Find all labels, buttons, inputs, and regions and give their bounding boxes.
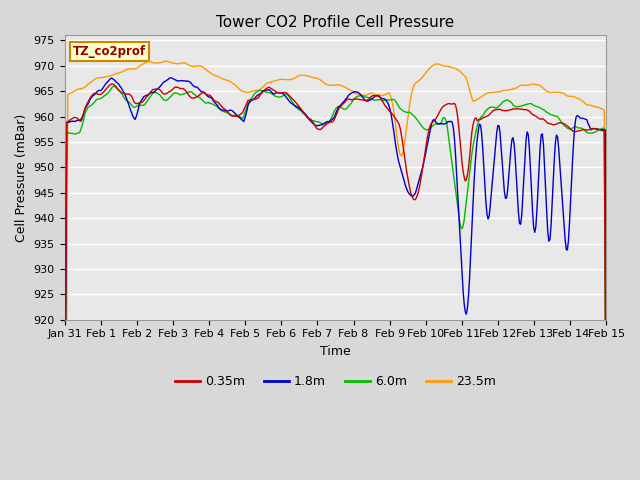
Title: Tower CO2 Profile Cell Pressure: Tower CO2 Profile Cell Pressure (216, 15, 454, 30)
X-axis label: Time: Time (320, 345, 351, 358)
Y-axis label: Cell Pressure (mBar): Cell Pressure (mBar) (15, 113, 28, 241)
Text: TZ_co2prof: TZ_co2prof (73, 45, 146, 58)
Legend: 0.35m, 1.8m, 6.0m, 23.5m: 0.35m, 1.8m, 6.0m, 23.5m (170, 370, 500, 393)
